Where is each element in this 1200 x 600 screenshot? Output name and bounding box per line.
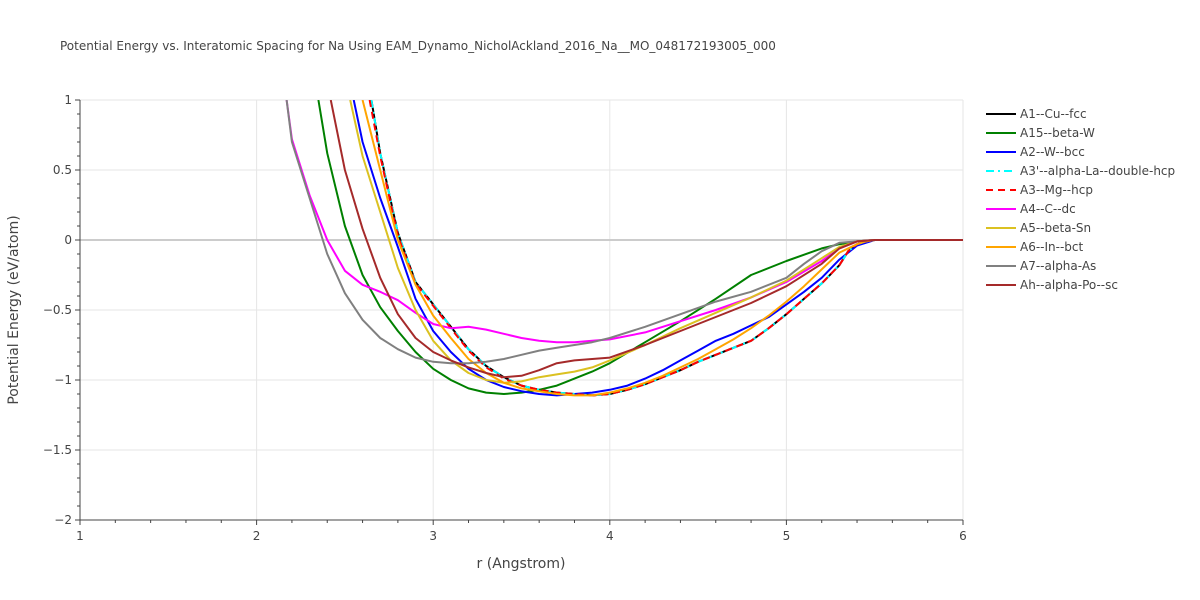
series-line-7 [361, 100, 963, 397]
series-line-8 [285, 100, 963, 365]
chart-title: Potential Energy vs. Interatomic Spacing… [60, 39, 776, 53]
y-tick-label: 0 [64, 233, 72, 247]
x-tick-label: 3 [429, 529, 437, 543]
x-tick-label: 6 [959, 529, 967, 543]
legend-item-label: A15--beta-W [1020, 126, 1095, 140]
legend-item-label: A3--Mg--hcp [1020, 183, 1093, 197]
legend-item-label: A5--beta-Sn [1020, 221, 1091, 235]
y-tick-label: −1 [54, 373, 72, 387]
y-tick-label: −0.5 [43, 303, 72, 317]
y-tick-label: 0.5 [53, 163, 72, 177]
y-tick-label: −1.5 [43, 443, 72, 457]
series-line-6 [349, 100, 963, 384]
legend-item-label: A1--Cu--fcc [1020, 107, 1087, 121]
series-line-9 [329, 100, 963, 379]
y-axis-label: Potential Energy (eV/atom) [6, 215, 22, 404]
legend-item-label: A4--C--dc [1020, 202, 1076, 216]
x-tick-label: 2 [253, 529, 261, 543]
legend-item-label: A7--alpha-As [1020, 259, 1096, 273]
x-tick-label: 1 [76, 529, 84, 543]
legend: A1--Cu--fcc A15--beta-W A2--W--bcc A3'--alp… [986, 107, 1175, 292]
legend-item-label: Ah--alpha-Po--sc [1020, 278, 1118, 292]
series-layer [285, 100, 963, 397]
y-tick-label: 1 [64, 93, 72, 107]
y-tick-label: −2 [54, 513, 72, 527]
legend-item-label: A2--W--bcc [1020, 145, 1085, 159]
series-line-2 [352, 100, 963, 397]
legend-item-label: A3'--alpha-La--double-hcp [1020, 164, 1175, 178]
x-tick-label: 4 [606, 529, 614, 543]
axes: 1 2 3 4 5 6 −2 −1.5 −1 −0.5 0 0.5 1 [43, 93, 967, 543]
legend-item-label: A6--In--bct [1020, 240, 1084, 254]
series-line-1 [317, 100, 963, 395]
series-line-4 [368, 100, 963, 397]
x-axis-label: r (Angstrom) [477, 556, 566, 572]
grid-lines [80, 99, 964, 520]
series-line-5 [285, 100, 963, 344]
x-tick-label: 5 [783, 529, 791, 543]
